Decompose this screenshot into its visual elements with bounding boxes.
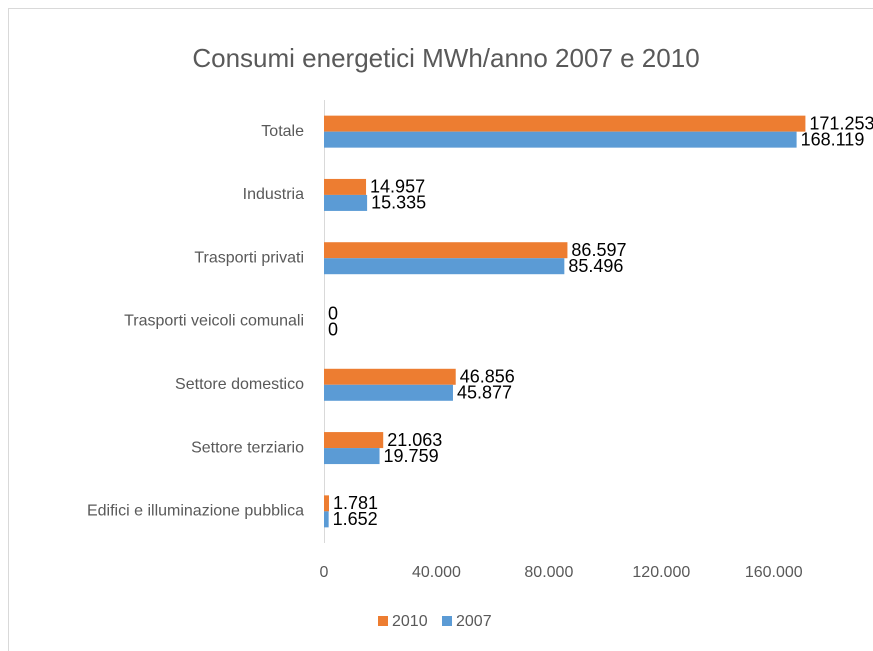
legend-label: 2010 [392, 613, 428, 630]
value-label: 168.119 [801, 129, 865, 149]
bar [324, 194, 368, 211]
x-tick-label: 0 [320, 564, 329, 581]
chart-frame [8, 8, 873, 651]
x-tick-label: 40.000 [412, 564, 461, 581]
value-label: 1.652 [333, 509, 378, 529]
y-tick-label: Edifici e illuminazione pubblica [87, 503, 304, 520]
bar [324, 258, 565, 275]
legend-swatch [442, 616, 452, 626]
y-tick-label: Industria [243, 186, 304, 203]
value-label: 21.063 [387, 430, 442, 450]
y-tick-label: Trasporti privati [194, 249, 304, 266]
x-tick-label: 120.000 [632, 564, 690, 581]
bar [324, 448, 380, 465]
value-label: 86.597 [571, 240, 626, 260]
y-tick-label: Trasporti veicoli comunali [124, 313, 304, 330]
bar [324, 384, 453, 401]
value-label: 0 [328, 319, 338, 339]
legend-label: 2007 [456, 613, 492, 630]
bar [324, 368, 456, 385]
value-label: 45.877 [457, 383, 512, 403]
legend-swatch [378, 616, 388, 626]
value-label: 0 [328, 303, 338, 323]
bar [324, 115, 806, 132]
value-label: 14.957 [370, 177, 425, 197]
x-tick-label: 160.000 [745, 564, 803, 581]
value-label: 46.856 [460, 367, 515, 387]
value-label: 85.496 [568, 256, 623, 276]
bar [324, 495, 330, 512]
value-label: 19.759 [384, 446, 439, 466]
bar [324, 511, 329, 528]
value-label: 15.335 [371, 193, 426, 213]
bar [324, 178, 367, 195]
chart-title: Consumi energetici MWh/anno 2007 e 2010 [192, 43, 699, 73]
bar [324, 242, 568, 259]
x-tick-label: 80.000 [524, 564, 573, 581]
bar [324, 432, 384, 449]
value-label: 171.253 [809, 113, 873, 133]
y-tick-label: Settore domestico [175, 376, 304, 393]
y-tick-label: Settore terziario [191, 439, 304, 456]
y-tick-label: Totale [261, 123, 304, 140]
bar [324, 131, 797, 148]
value-label: 1.781 [333, 493, 378, 513]
